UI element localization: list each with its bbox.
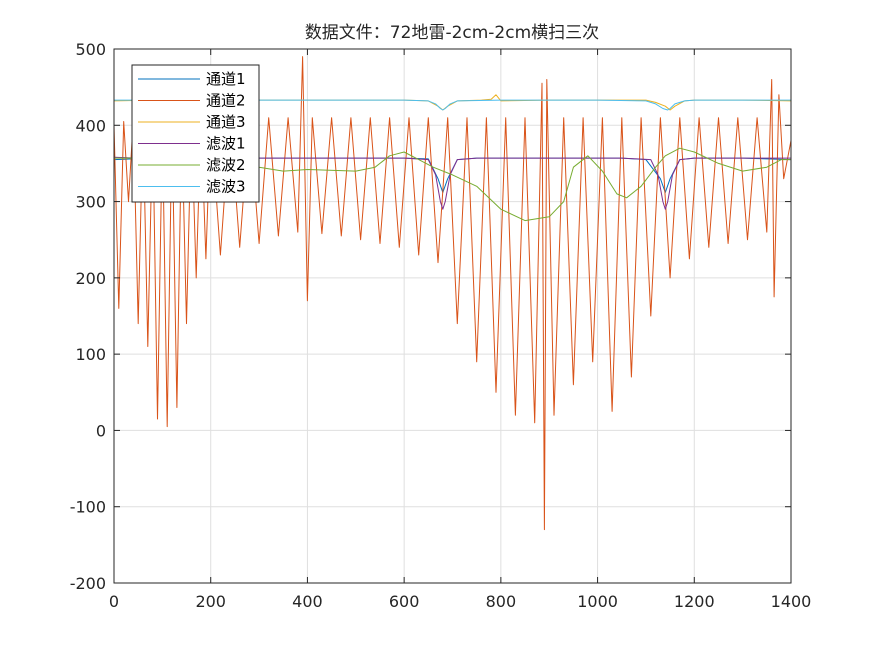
y-tick-label: -200	[70, 574, 106, 593]
x-tick-label: 400	[292, 592, 323, 611]
series-line-5	[114, 147, 791, 222]
y-tick-label: 100	[75, 345, 106, 364]
y-tick-label: 300	[75, 193, 106, 212]
y-tick-label: 0	[96, 421, 106, 440]
tick-labels: 0 200 400 600 800 1000 1200 1400 -200 -100 0 100 200…	[70, 40, 812, 611]
x-tick-label: 1400	[771, 592, 812, 611]
legend-label: 滤波1	[206, 135, 246, 153]
legend-label: 通道1	[206, 70, 246, 88]
legend-label: 通道3	[206, 113, 246, 131]
legend-label: 通道2	[206, 92, 246, 110]
x-tick-label: 1200	[674, 592, 715, 611]
chart-title: 数据文件：72地雷-2cm-2cm横扫三次	[305, 23, 599, 43]
x-tick-label: 800	[486, 592, 517, 611]
x-tick-label: 200	[195, 592, 226, 611]
y-tick-label: 500	[75, 40, 106, 59]
x-tick-label: 1000	[577, 592, 618, 611]
legend-box	[131, 64, 260, 203]
y-tick-label: 400	[75, 116, 106, 135]
legend-label: 滤波2	[206, 156, 246, 174]
legend-label: 滤波3	[206, 178, 246, 196]
x-tick-label: 600	[389, 592, 420, 611]
axes-box	[113, 48, 792, 584]
legend: 通道1 通道2 通道3 滤波1 滤波2 滤波3	[131, 64, 260, 203]
axes	[113, 48, 792, 584]
series-line-6	[114, 99, 791, 111]
series-line-4	[114, 156, 791, 210]
y-tick-label: -100	[70, 498, 106, 517]
y-tick-label: 200	[75, 269, 106, 288]
x-tick-label: 0	[109, 592, 119, 611]
